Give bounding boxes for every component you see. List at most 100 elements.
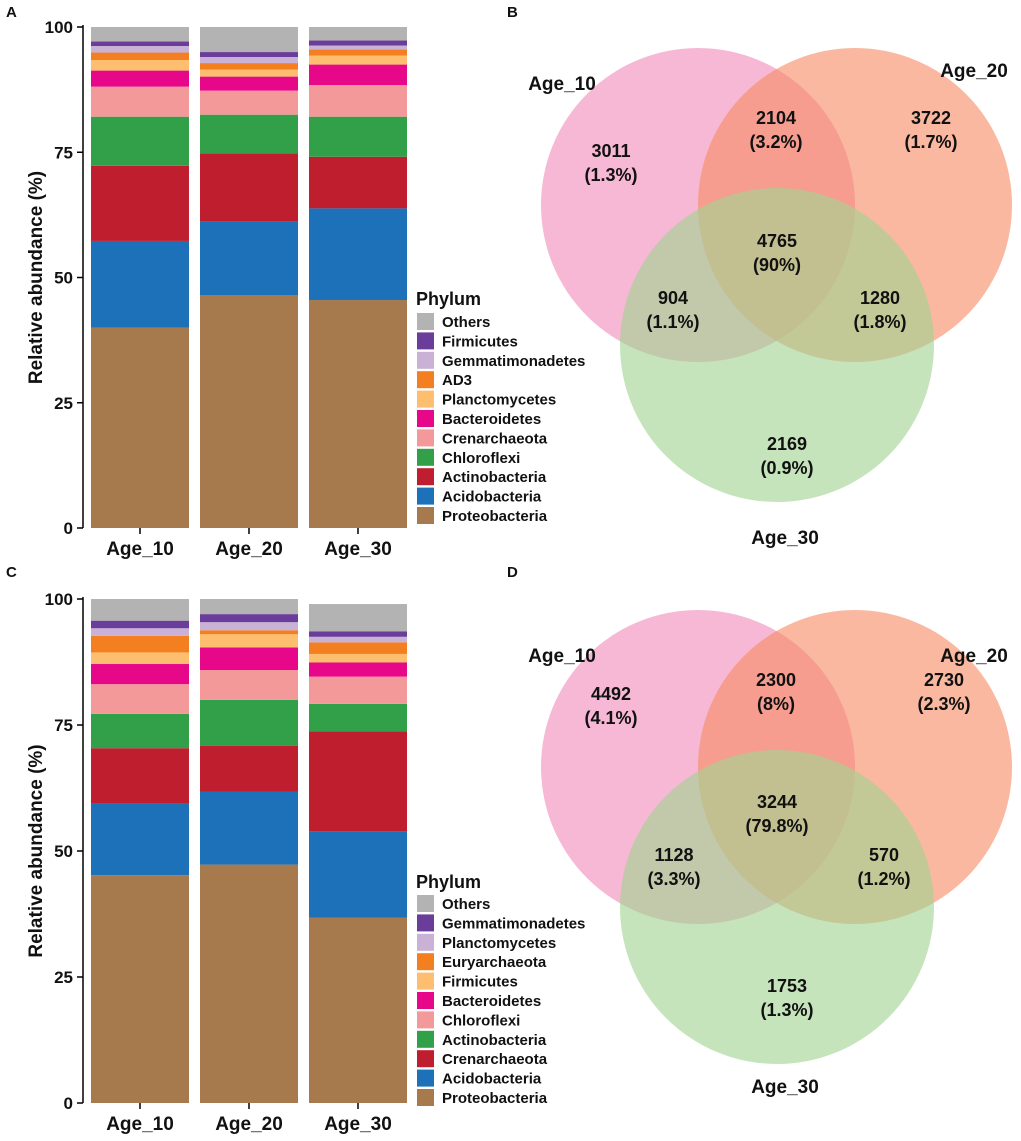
- bar-segment-bacteroidetes-age_20: [200, 76, 298, 91]
- bar-segment-gemmatimonadetes-age_10: [91, 46, 189, 53]
- legend-swatch-bacteroidetes: [417, 992, 434, 1009]
- legend-label-acidobacteria: Acidobacteria: [442, 489, 542, 506]
- y-tick-label: 0: [64, 519, 73, 538]
- legend-swatch-ad3: [417, 371, 434, 389]
- venn-set-label: Age_20: [940, 646, 1008, 667]
- panel-label-C: C: [6, 564, 17, 581]
- bar-segment-chloroflexi-age_20: [200, 114, 298, 154]
- x-category-label: Age_20: [215, 539, 283, 560]
- legend-label-others: Others: [442, 314, 490, 331]
- venn-percent-ac: (3.3%): [647, 869, 700, 889]
- legend-swatch-others: [417, 895, 434, 912]
- venn-percent-only_30: (0.9%): [760, 458, 813, 478]
- venn-percent-bc: (1.2%): [857, 869, 910, 889]
- legend-swatch-proteobacteria: [417, 507, 434, 524]
- legend-label-gemmatimonadetes: Gemmatimonadetes: [442, 915, 585, 932]
- legend-label-actinobacteria: Actinobacteria: [442, 469, 547, 486]
- legend-label-crenarchaeota: Crenarchaeota: [442, 1051, 548, 1068]
- venn-count-abc: 3244: [757, 792, 797, 812]
- venn-count-only_20: 3722: [911, 108, 951, 128]
- venn-count-only_10: 3011: [591, 141, 630, 161]
- bar-segment-firmicutes-age_20: [200, 634, 298, 648]
- bar-segment-planctomycetes-age_30: [309, 636, 407, 643]
- venn-count-only_30: 1753: [767, 976, 807, 996]
- legend-label-firmicutes: Firmicutes: [442, 974, 518, 991]
- legend-swatch-planctomycetes: [417, 390, 434, 408]
- bar-segment-euryarchaeota-age_10: [91, 635, 189, 653]
- bar-segment-others-age_10: [91, 27, 189, 42]
- bar-segment-gemmatimonadetes-age_20: [200, 57, 298, 64]
- legend-swatch-gemmatimonadetes: [417, 914, 434, 932]
- bar-segment-planctomycetes-age_10: [91, 628, 189, 636]
- bar-segment-chloroflexi-age_10: [91, 684, 189, 714]
- venn-count-ac: 1128: [654, 845, 693, 865]
- venn-percent-only_20: (1.7%): [904, 132, 957, 152]
- bar-segment-others-age_30: [309, 604, 407, 632]
- bar-segment-acidobacteria-age_20: [200, 221, 298, 296]
- bar-segment-crenarchaeota-age_20: [200, 90, 298, 115]
- venn-count-ac: 904: [658, 288, 688, 308]
- legend-label-planctomycetes: Planctomycetes: [442, 935, 556, 952]
- bar-segment-firmicutes-age_10: [91, 652, 189, 665]
- venn-percent-bc: (1.8%): [853, 312, 906, 332]
- bar-segment-firmicutes-age_20: [200, 52, 298, 58]
- venn-percent-abc: (79.8%): [745, 816, 808, 836]
- bar-segment-acidobacteria-age_30: [309, 831, 407, 918]
- bar-segment-planctomycetes-age_20: [200, 69, 298, 77]
- venn-count-ab: 2300: [756, 670, 796, 690]
- venn-percent-only_10: (1.3%): [584, 165, 637, 185]
- legend-swatch-bacteroidetes: [417, 410, 434, 427]
- bar-segment-actinobacteria-age_20: [200, 153, 298, 222]
- legend-swatch-crenarchaeota: [417, 1050, 434, 1068]
- bar-segment-chloroflexi-age_10: [91, 116, 189, 166]
- legend-swatch-planctomycetes: [417, 933, 434, 951]
- y-tick-label: 50: [54, 842, 73, 861]
- legend-label-proteobacteria: Proteobacteria: [442, 1090, 548, 1107]
- legend-label-others: Others: [442, 896, 490, 913]
- panel-label-B: B: [507, 4, 518, 21]
- bar-segment-proteobacteria-age_20: [200, 864, 298, 1103]
- legend-label-bacteroidetes: Bacteroidetes: [442, 411, 541, 428]
- bar-segment-acidobacteria-age_30: [309, 208, 407, 301]
- bar-segment-others-age_10: [91, 599, 189, 621]
- legend-label-bacteroidetes: Bacteroidetes: [442, 993, 541, 1010]
- y-tick-label: 100: [45, 590, 73, 609]
- venn-set-label: Age_10: [528, 74, 596, 95]
- legend-swatch-crenarchaeota: [417, 429, 434, 447]
- bar-segment-gemmatimonadetes-age_30: [309, 631, 407, 637]
- y-tick-label: 100: [45, 18, 73, 37]
- bar-segment-crenarchaeota-age_30: [309, 731, 407, 832]
- bar-segment-euryarchaeota-age_20: [200, 630, 298, 635]
- legend-label-ad3: AD3: [442, 372, 472, 389]
- legend-swatch-others: [417, 313, 434, 330]
- venn-percent-only_10: (4.1%): [584, 708, 637, 728]
- legend-swatch-chloroflexi: [417, 448, 434, 466]
- venn-count-abc: 4765: [757, 231, 797, 251]
- venn-count-only_10: 4492: [591, 684, 631, 704]
- bar-segment-gemmatimonadetes-age_20: [200, 614, 298, 623]
- legend-label-firmicutes: Firmicutes: [442, 333, 518, 350]
- bar-segment-crenarchaeota-age_30: [309, 85, 407, 117]
- bar-segment-proteobacteria-age_20: [200, 295, 298, 528]
- panel-label-A: A: [6, 4, 17, 21]
- bar-segment-ad3-age_10: [91, 52, 189, 61]
- bar-segment-firmicutes-age_10: [91, 41, 189, 47]
- bar-segment-actinobacteria-age_10: [91, 713, 189, 749]
- bar-segment-others-age_20: [200, 599, 298, 615]
- bar-segment-bacteroidetes-age_30: [309, 64, 407, 86]
- bar-segment-firmicutes-age_30: [309, 40, 407, 46]
- bar-segment-bacteroidetes-age_10: [91, 70, 189, 87]
- legend-swatch-acidobacteria: [417, 1069, 434, 1087]
- venn-set-label: Age_10: [528, 646, 596, 667]
- bar-segment-crenarchaeota-age_10: [91, 748, 189, 804]
- venn-set-label: Age_20: [940, 61, 1008, 82]
- y-tick-label: 25: [54, 394, 73, 413]
- legend-label-proteobacteria: Proteobacteria: [442, 508, 548, 525]
- legend-label-crenarchaeota: Crenarchaeota: [442, 430, 548, 447]
- venn-percent-ab: (3.2%): [749, 132, 802, 152]
- legend-swatch-chloroflexi: [417, 1011, 434, 1029]
- bar-segment-actinobacteria-age_30: [309, 156, 407, 209]
- legend-swatch-euryarchaeota: [417, 953, 434, 971]
- legend-label-planctomycetes: Planctomycetes: [442, 392, 556, 409]
